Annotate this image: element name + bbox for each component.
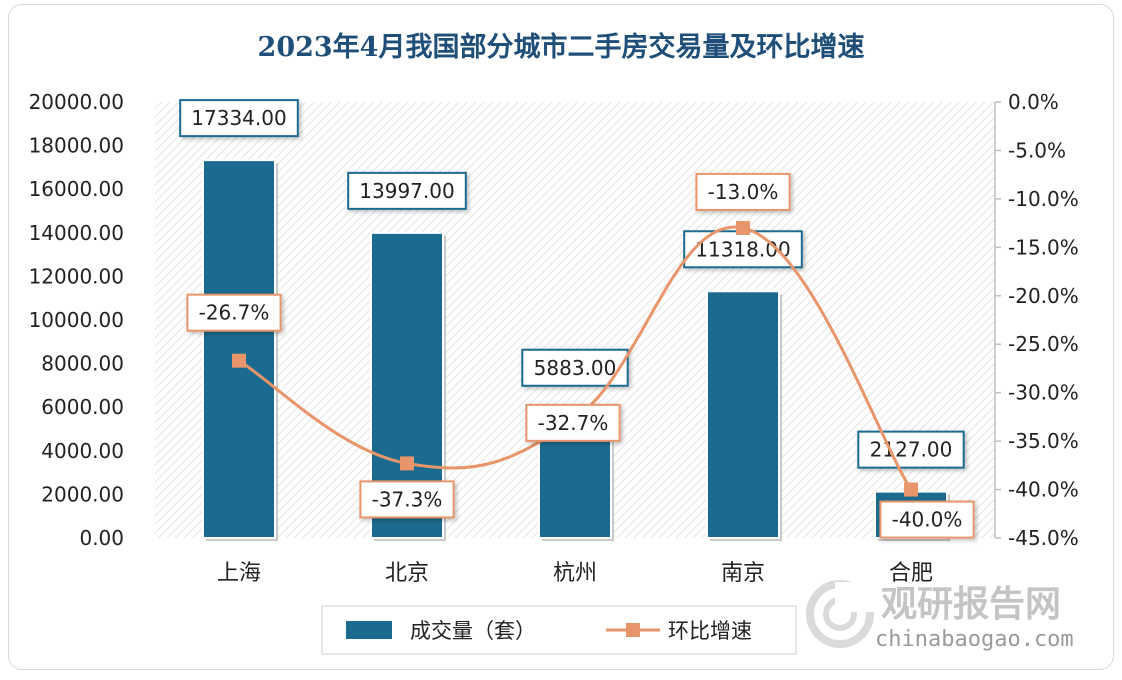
line-data-label-text: -26.7%	[199, 301, 270, 325]
bar-data-label: 11318.00	[683, 230, 803, 269]
right-axis-tick-label: -35.0%	[1008, 429, 1079, 453]
right-axis-tick-label: -45.0%	[1008, 526, 1079, 550]
bar-data-label-box	[347, 171, 467, 210]
right-axis-tick-label: -25.0%	[1008, 332, 1079, 356]
legend-bar-swatch	[346, 621, 392, 639]
line-series: -26.7% -37.3% -32.7% -13.0% -40.0%	[186, 172, 975, 539]
right-axis-tick-label: 0.0%	[1008, 90, 1059, 114]
left-axis-tick-label: 14000.00	[29, 221, 124, 245]
right-axis-tick-label: -30.0%	[1008, 381, 1079, 405]
line-data-label-box	[525, 403, 621, 442]
line-data-label-box	[186, 293, 282, 332]
x-axis-labels: 上海 北京 杭州 南京 合肥	[217, 561, 933, 586]
bar-series: 17334.00 13997.00 5883.00 11318.00 2127.00	[179, 99, 965, 541]
watermark-logo-icon	[806, 580, 875, 648]
x-axis-tick-label: 合肥	[889, 561, 933, 586]
x-axis-tick-label: 南京	[721, 561, 765, 586]
line-path	[238, 225, 913, 491]
line-data-label-text: -37.3%	[372, 487, 443, 511]
legend: 成交量（套） 环比增速	[321, 605, 797, 655]
left-axis-tick-label: 8000.00	[41, 352, 124, 376]
left-axis-tick-label: 20000.00	[29, 90, 124, 114]
line-data-label-text: -13.0%	[708, 180, 779, 204]
legend-line-label: 环比增速	[668, 619, 752, 643]
legend-bar-label: 成交量（套）	[410, 619, 536, 643]
bar-data-label: 2127.00	[857, 430, 965, 469]
line-data-label-box	[879, 500, 975, 539]
left-axis-tick-label: 18000.00	[29, 134, 124, 158]
line-data-label-box	[695, 172, 791, 211]
bar	[202, 159, 276, 539]
left-axis-tick-label: 4000.00	[41, 439, 124, 463]
right-axis: 0.0% -5.0% -10.0% -15.0% -20.0% -25.0% -30.0% -…	[994, 90, 1079, 550]
bar	[706, 290, 780, 540]
bar-data-label-box	[683, 230, 803, 269]
bar-data-label-text: 2127.00	[870, 438, 953, 462]
left-axis-tick-label: 2000.00	[41, 482, 124, 506]
bar-data-label-text: 13997.00	[359, 179, 454, 203]
right-axis-tick-label: -15.0%	[1008, 235, 1079, 259]
line-point	[736, 220, 750, 235]
line-point	[904, 482, 918, 497]
left-axis-tick-label: 16000.00	[29, 177, 124, 201]
x-axis-tick-label: 杭州	[553, 561, 597, 586]
line-data-label-box	[359, 480, 455, 519]
left-axis: 0.00 2000.00 4000.00 6000.00 8000.00 10000.00…	[29, 90, 124, 550]
line-data-label: -40.0%	[879, 500, 975, 539]
left-axis-tick-label: 0.00	[79, 526, 124, 550]
line-data-label: -32.7%	[525, 403, 621, 442]
bar-data-label: 17334.00	[179, 99, 299, 138]
line-data-label-text: -40.0%	[892, 508, 963, 532]
right-axis-tick-label: -10.0%	[1008, 187, 1079, 211]
legend-line-marker	[626, 623, 640, 637]
line-point	[400, 456, 414, 471]
line-data-label: -13.0%	[695, 172, 791, 211]
bar-data-label-text: 17334.00	[191, 106, 286, 130]
left-axis-tick-label: 6000.00	[41, 395, 124, 419]
bar-data-label-box	[857, 430, 965, 469]
x-axis-tick-label: 上海	[217, 561, 261, 586]
chart-title: 2023年4月我国部分城市二手房交易量及环比增速	[258, 31, 865, 63]
line-data-label-text: -32.7%	[538, 411, 609, 435]
right-axis-tick-label: -40.0%	[1008, 478, 1079, 502]
left-axis-tick-label: 10000.00	[29, 308, 124, 332]
watermark-brand: 观研报告网	[881, 584, 1061, 625]
line-data-label: -37.3%	[359, 480, 455, 519]
line-point	[232, 353, 246, 368]
right-axis-tick-label: -20.0%	[1008, 284, 1079, 308]
watermark: 观研报告网 chinabaogao.com	[806, 580, 1074, 652]
x-axis-tick-label: 北京	[385, 561, 429, 586]
bar-data-label: 13997.00	[347, 171, 467, 210]
line-data-label: -26.7%	[186, 293, 282, 332]
left-axis-tick-label: 12000.00	[29, 264, 124, 288]
bar-data-label-text: 11318.00	[695, 237, 790, 261]
watermark-url: chinabaogao.com	[875, 627, 1074, 652]
right-axis-tick-label: -5.0%	[1008, 138, 1066, 162]
bar-data-label-box	[179, 99, 299, 138]
bar-data-label-text: 5883.00	[534, 356, 617, 380]
